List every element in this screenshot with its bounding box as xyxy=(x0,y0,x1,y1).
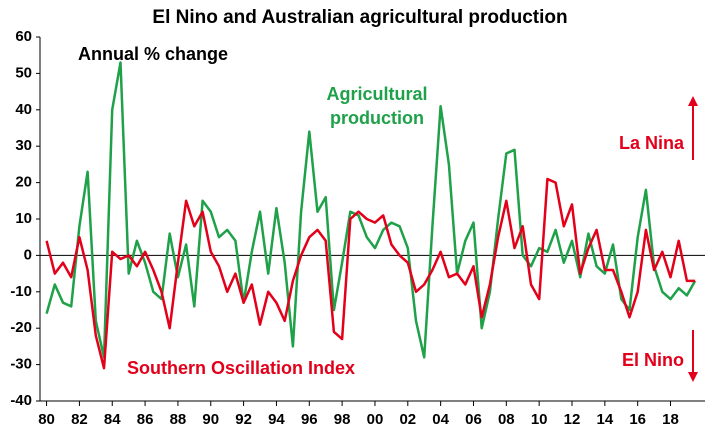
x-tick-label: 88 xyxy=(170,411,187,428)
x-tick-label: 14 xyxy=(596,411,613,428)
x-tick-label: 94 xyxy=(268,411,285,428)
annotation: Agricultural production xyxy=(326,84,428,128)
x-tick-label: 90 xyxy=(202,411,219,428)
annotation: Southern Oscillation Index xyxy=(127,358,356,378)
y-tick-label: 50 xyxy=(15,64,32,81)
x-tick-label: 12 xyxy=(564,411,581,428)
x-tick-label: 98 xyxy=(334,411,351,428)
x-tick-label: 92 xyxy=(235,411,252,428)
series-line xyxy=(45,177,696,370)
y-tick-label: 60 xyxy=(15,28,32,45)
annotation: Annual % change xyxy=(78,44,229,64)
x-tick-label: 00 xyxy=(367,411,384,428)
x-tick-label: 10 xyxy=(531,411,548,428)
x-tick-label: 96 xyxy=(301,411,318,428)
series-line xyxy=(45,61,697,359)
x-tick-label: 84 xyxy=(104,411,121,428)
y-tick-label: 10 xyxy=(15,210,32,227)
x-tick-label: 18 xyxy=(662,411,679,428)
arrow-head xyxy=(688,96,698,106)
x-tick-label: 02 xyxy=(399,411,416,428)
chart-title: El Nino and Australian agricultural prod… xyxy=(152,7,567,28)
x-tick-label: 04 xyxy=(432,411,449,428)
x-tick-label: 80 xyxy=(38,411,55,428)
y-tick-label: -40 xyxy=(10,392,32,409)
y-tick-label: -30 xyxy=(10,356,32,373)
y-tick-label: -20 xyxy=(10,319,32,336)
annotation: La Nina xyxy=(618,133,684,153)
annotation: El Nino xyxy=(622,350,684,370)
x-tick-label: 86 xyxy=(137,411,154,428)
y-tick-label: 40 xyxy=(15,101,32,118)
x-tick-label: 82 xyxy=(71,411,88,428)
y-tick-label: -10 xyxy=(10,283,32,300)
arrow-head xyxy=(688,372,698,382)
y-tick-label: 20 xyxy=(15,174,32,191)
y-tick-label: 30 xyxy=(15,137,32,154)
x-tick-label: 16 xyxy=(629,411,646,428)
x-tick-label: 06 xyxy=(465,411,482,428)
y-tick-label: 0 xyxy=(24,246,32,263)
x-tick-label: 08 xyxy=(498,411,515,428)
